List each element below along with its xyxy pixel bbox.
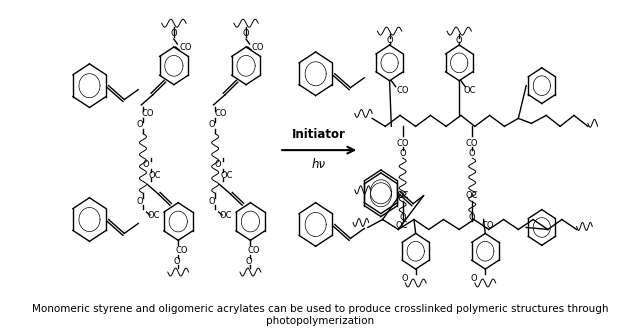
Text: O: O — [469, 213, 476, 222]
Text: OC: OC — [466, 191, 479, 200]
Text: O: O — [245, 257, 252, 266]
Text: CO: CO — [175, 246, 188, 255]
Text: CO: CO — [482, 221, 494, 230]
Text: O: O — [142, 160, 149, 169]
Text: O: O — [173, 257, 180, 266]
Text: O: O — [470, 273, 477, 283]
Text: O: O — [170, 29, 177, 38]
Text: hν: hν — [312, 158, 326, 170]
Text: CO: CO — [396, 139, 409, 148]
Text: Initiator: Initiator — [292, 128, 346, 141]
Text: OC: OC — [396, 191, 409, 200]
Text: CO: CO — [248, 246, 260, 255]
Text: Monomeric styrene and oligomeric acrylates can be used to produce crosslinked po: Monomeric styrene and oligomeric acrylat… — [32, 304, 608, 314]
Text: OC: OC — [463, 86, 476, 95]
Text: OC: OC — [220, 211, 232, 219]
Text: O: O — [209, 120, 215, 129]
Text: OC: OC — [220, 171, 233, 180]
Text: O: O — [456, 36, 463, 44]
Text: CO: CO — [214, 109, 227, 118]
Text: O: O — [136, 197, 143, 206]
Text: CO: CO — [396, 86, 409, 95]
Text: photopolymerization: photopolymerization — [266, 316, 374, 326]
Text: O: O — [387, 36, 393, 44]
Text: O: O — [243, 29, 250, 38]
Text: O: O — [401, 273, 408, 283]
Text: OC: OC — [147, 211, 159, 219]
Text: CO: CO — [180, 43, 192, 53]
Text: O: O — [399, 149, 406, 158]
Text: O: O — [399, 213, 406, 222]
Text: O: O — [209, 197, 215, 206]
Text: CO: CO — [466, 139, 479, 148]
Text: CO: CO — [252, 43, 264, 53]
Text: O: O — [214, 160, 221, 169]
Text: O: O — [469, 149, 476, 158]
Text: OC: OC — [148, 171, 161, 180]
Text: OC: OC — [396, 221, 408, 230]
Text: CO: CO — [142, 109, 154, 118]
Text: O: O — [136, 120, 143, 129]
